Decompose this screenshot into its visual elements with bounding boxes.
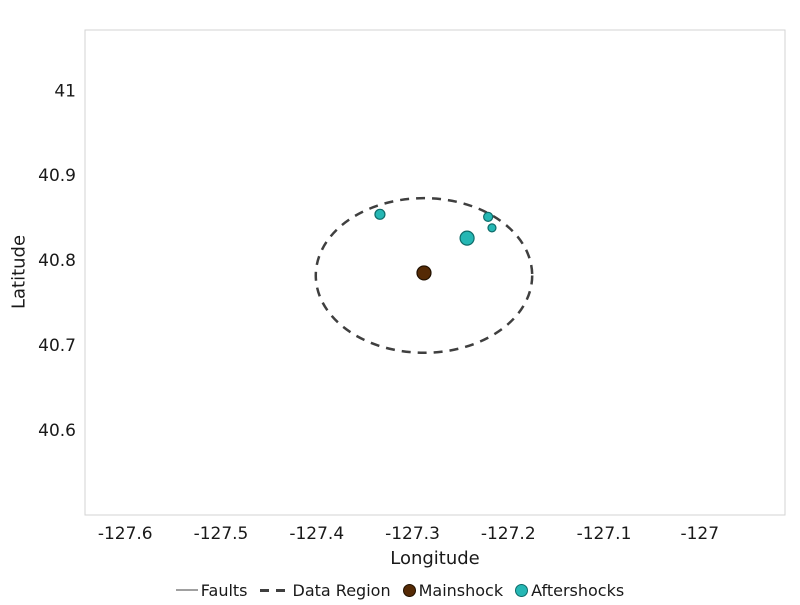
legend-item-mainshock: Mainshock xyxy=(402,580,504,600)
y-axis-label: Latitude xyxy=(8,234,30,310)
legend-label-faults: Faults xyxy=(200,580,248,600)
x-axis-label: Longitude xyxy=(390,548,480,569)
legend-label-data-region: Data Region xyxy=(292,580,391,600)
x-tick-label: -127.1 xyxy=(577,524,632,544)
plot-border xyxy=(84,29,786,516)
y-tick-label: 40.7 xyxy=(38,336,76,356)
chart-legend: Faults Data Region Mainshock Aftershocks xyxy=(0,577,800,603)
y-tick-label: 40.8 xyxy=(38,251,76,271)
y-tick-label: 40.6 xyxy=(38,421,76,441)
legend-item-data-region: Data Region xyxy=(259,580,391,600)
y-tick-label: 41 xyxy=(54,81,76,101)
legend-swatch-mainshock xyxy=(402,583,416,597)
legend-swatch-aftershocks xyxy=(515,583,529,597)
x-tick-label: -127.2 xyxy=(481,524,536,544)
data-region-ellipse xyxy=(314,196,534,355)
x-tick-label: -127.6 xyxy=(98,524,153,544)
x-tick-label: -127.3 xyxy=(385,524,440,544)
aftershocks-point xyxy=(487,223,497,233)
legend-item-faults: Faults xyxy=(175,580,248,600)
legend-swatch-faults xyxy=(175,589,198,591)
x-tick-label: -127 xyxy=(680,524,719,544)
aftershocks-point xyxy=(374,208,386,220)
x-tick-label: -127.5 xyxy=(194,524,249,544)
legend-label-aftershocks: Aftershocks xyxy=(531,580,625,600)
legend-item-aftershocks: Aftershocks xyxy=(515,581,624,600)
aftershocks-point xyxy=(459,230,475,246)
legend-swatch-data-region xyxy=(259,588,290,592)
mainshock-point xyxy=(416,265,432,281)
y-tick-label: 40.9 xyxy=(38,166,76,186)
x-tick-label: -127.4 xyxy=(289,524,344,544)
aftershocks-point xyxy=(483,211,494,222)
legend-label-mainshock: Mainshock xyxy=(418,580,504,600)
